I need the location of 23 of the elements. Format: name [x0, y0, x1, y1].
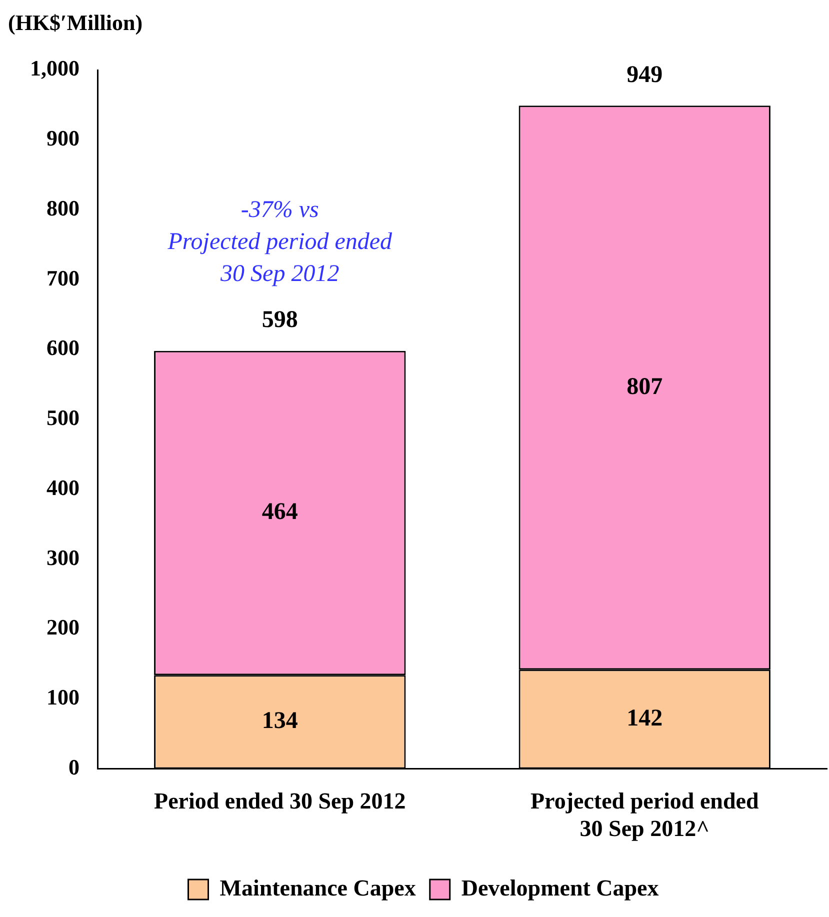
y-tick-label: 700	[46, 265, 80, 290]
data-label: 134	[262, 708, 298, 734]
annotation: -37% vs Projected period ended 30 Sep 2012	[166, 196, 394, 287]
y-tick-label: 0	[68, 754, 80, 780]
data-label: 807	[626, 374, 663, 400]
legend-label: Development Capex	[461, 875, 660, 900]
y-tick-label: 900	[46, 126, 80, 151]
y-tick-label: 800	[46, 195, 80, 220]
y-tick-label: 200	[46, 614, 80, 640]
data-label: 142	[626, 705, 663, 732]
y-tick-label: 100	[46, 684, 80, 710]
y-tick-label: 500	[46, 405, 80, 430]
x-tick-label: Projected period ended 30 Sep 2012^	[530, 788, 759, 842]
total-label: 598	[262, 307, 298, 334]
total-label: 949	[626, 62, 663, 88]
data-label: 464	[262, 499, 298, 526]
y-axis-title: (HK$′Million)	[8, 10, 143, 36]
legend-label: Maintenance Capex	[220, 875, 416, 900]
y-tick-label: 300	[46, 544, 80, 570]
y-tick-label: 1,000	[30, 56, 80, 81]
x-tick-label: Period ended 30 Sep 2012	[154, 788, 406, 814]
y-tick-label: 600	[46, 335, 80, 360]
y-tick-label: 400	[46, 474, 80, 500]
